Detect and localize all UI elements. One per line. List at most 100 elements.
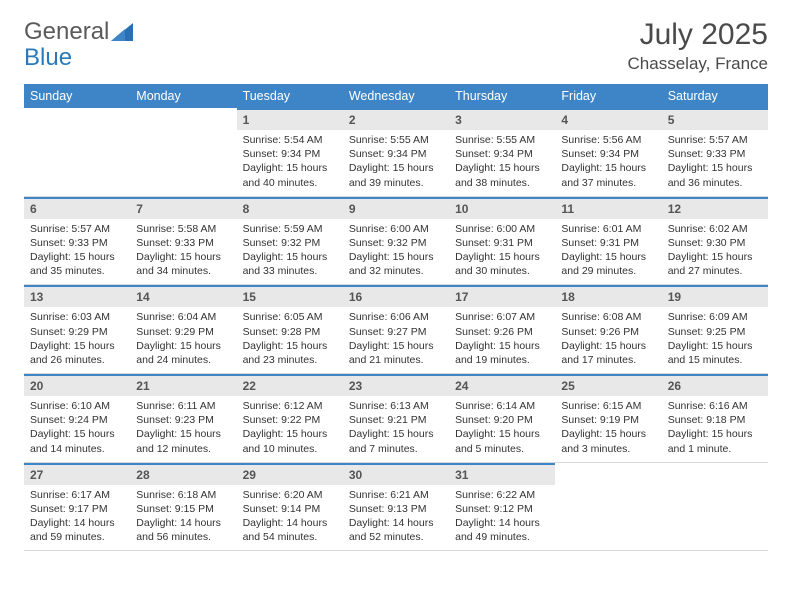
- sunrise-text: Sunrise: 6:17 AM: [30, 488, 124, 502]
- day-number: 22: [237, 374, 343, 396]
- day-number: 11: [555, 197, 661, 219]
- day-number: 31: [449, 463, 555, 485]
- sunset-text: Sunset: 9:32 PM: [349, 236, 443, 250]
- sunset-text: Sunset: 9:26 PM: [561, 325, 655, 339]
- sunset-text: Sunset: 9:31 PM: [455, 236, 549, 250]
- sunset-text: Sunset: 9:32 PM: [243, 236, 337, 250]
- dow-sunday: Sunday: [24, 84, 130, 108]
- sunrise-text: Sunrise: 6:00 AM: [455, 222, 549, 236]
- day-body: Sunrise: 6:05 AMSunset: 9:28 PMDaylight:…: [237, 307, 343, 373]
- daylight-text: Daylight: 15 hours and 14 minutes.: [30, 427, 124, 455]
- sunset-text: Sunset: 9:31 PM: [561, 236, 655, 250]
- daylight-text: Daylight: 15 hours and 10 minutes.: [243, 427, 337, 455]
- sunset-text: Sunset: 9:20 PM: [455, 413, 549, 427]
- sunrise-text: Sunrise: 6:04 AM: [136, 310, 230, 324]
- calendar-cell: 21Sunrise: 6:11 AMSunset: 9:23 PMDayligh…: [130, 374, 236, 463]
- day-body: Sunrise: 6:02 AMSunset: 9:30 PMDaylight:…: [662, 219, 768, 285]
- calendar-cell: 18Sunrise: 6:08 AMSunset: 9:26 PMDayligh…: [555, 285, 661, 374]
- brand-name-part2: Blue: [24, 44, 72, 72]
- sunset-text: Sunset: 9:33 PM: [136, 236, 230, 250]
- day-number: 25: [555, 374, 661, 396]
- calendar-cell: 15Sunrise: 6:05 AMSunset: 9:28 PMDayligh…: [237, 285, 343, 374]
- daylight-text: Daylight: 15 hours and 39 minutes.: [349, 161, 443, 189]
- sunset-text: Sunset: 9:29 PM: [136, 325, 230, 339]
- sunrise-text: Sunrise: 6:09 AM: [668, 310, 762, 324]
- daylight-text: Daylight: 15 hours and 12 minutes.: [136, 427, 230, 455]
- daylight-text: Daylight: 15 hours and 38 minutes.: [455, 161, 549, 189]
- day-body: Sunrise: 6:01 AMSunset: 9:31 PMDaylight:…: [555, 219, 661, 285]
- dow-wednesday: Wednesday: [343, 84, 449, 108]
- day-body: Sunrise: 6:14 AMSunset: 9:20 PMDaylight:…: [449, 396, 555, 462]
- calendar-week-row: 20Sunrise: 6:10 AMSunset: 9:24 PMDayligh…: [24, 374, 768, 463]
- sunrise-text: Sunrise: 6:10 AM: [30, 399, 124, 413]
- day-number: 28: [130, 463, 236, 485]
- calendar-week-row: 6Sunrise: 5:57 AMSunset: 9:33 PMDaylight…: [24, 196, 768, 285]
- location-label: Chasselay, France: [628, 54, 768, 74]
- sunset-text: Sunset: 9:22 PM: [243, 413, 337, 427]
- sunset-text: Sunset: 9:27 PM: [349, 325, 443, 339]
- calendar-cell: 24Sunrise: 6:14 AMSunset: 9:20 PMDayligh…: [449, 374, 555, 463]
- calendar-cell: 4Sunrise: 5:56 AMSunset: 9:34 PMDaylight…: [555, 108, 661, 196]
- day-number: 29: [237, 463, 343, 485]
- day-number: 30: [343, 463, 449, 485]
- sunrise-text: Sunrise: 6:16 AM: [668, 399, 762, 413]
- sunset-text: Sunset: 9:30 PM: [668, 236, 762, 250]
- sunset-text: Sunset: 9:14 PM: [243, 502, 337, 516]
- calendar-cell: 9Sunrise: 6:00 AMSunset: 9:32 PMDaylight…: [343, 196, 449, 285]
- day-number: 1: [237, 108, 343, 130]
- calendar-cell: 7Sunrise: 5:58 AMSunset: 9:33 PMDaylight…: [130, 196, 236, 285]
- calendar-cell: 27Sunrise: 6:17 AMSunset: 9:17 PMDayligh…: [24, 462, 130, 551]
- day-body: Sunrise: 6:18 AMSunset: 9:15 PMDaylight:…: [130, 485, 236, 551]
- sunrise-text: Sunrise: 5:57 AM: [30, 222, 124, 236]
- day-number: 14: [130, 285, 236, 307]
- sunrise-text: Sunrise: 6:01 AM: [561, 222, 655, 236]
- daylight-text: Daylight: 14 hours and 54 minutes.: [243, 516, 337, 544]
- sunset-text: Sunset: 9:17 PM: [30, 502, 124, 516]
- day-number: 4: [555, 108, 661, 130]
- day-body: Sunrise: 6:17 AMSunset: 9:17 PMDaylight:…: [24, 485, 130, 551]
- sunset-text: Sunset: 9:33 PM: [668, 147, 762, 161]
- day-number: 9: [343, 197, 449, 219]
- calendar-cell: 3Sunrise: 5:55 AMSunset: 9:34 PMDaylight…: [449, 108, 555, 196]
- day-body: Sunrise: 5:57 AMSunset: 9:33 PMDaylight:…: [662, 130, 768, 196]
- sunrise-text: Sunrise: 6:06 AM: [349, 310, 443, 324]
- sunset-text: Sunset: 9:24 PM: [30, 413, 124, 427]
- calendar-cell: 6Sunrise: 5:57 AMSunset: 9:33 PMDaylight…: [24, 196, 130, 285]
- daylight-text: Daylight: 15 hours and 32 minutes.: [349, 250, 443, 278]
- calendar-cell: 10Sunrise: 6:00 AMSunset: 9:31 PMDayligh…: [449, 196, 555, 285]
- daylight-text: Daylight: 15 hours and 33 minutes.: [243, 250, 337, 278]
- daylight-text: Daylight: 14 hours and 59 minutes.: [30, 516, 124, 544]
- sunset-text: Sunset: 9:33 PM: [30, 236, 124, 250]
- sunset-text: Sunset: 9:29 PM: [30, 325, 124, 339]
- sunrise-text: Sunrise: 5:54 AM: [243, 133, 337, 147]
- day-body: Sunrise: 5:59 AMSunset: 9:32 PMDaylight:…: [237, 219, 343, 285]
- day-body: Sunrise: 6:08 AMSunset: 9:26 PMDaylight:…: [555, 307, 661, 373]
- calendar-cell: 8Sunrise: 5:59 AMSunset: 9:32 PMDaylight…: [237, 196, 343, 285]
- dow-thursday: Thursday: [449, 84, 555, 108]
- daylight-text: Daylight: 15 hours and 5 minutes.: [455, 427, 549, 455]
- sunrise-text: Sunrise: 5:55 AM: [455, 133, 549, 147]
- sunrise-text: Sunrise: 6:08 AM: [561, 310, 655, 324]
- calendar-cell: 22Sunrise: 6:12 AMSunset: 9:22 PMDayligh…: [237, 374, 343, 463]
- daylight-text: Daylight: 15 hours and 24 minutes.: [136, 339, 230, 367]
- calendar-week-row: 13Sunrise: 6:03 AMSunset: 9:29 PMDayligh…: [24, 285, 768, 374]
- day-number: 2: [343, 108, 449, 130]
- dow-saturday: Saturday: [662, 84, 768, 108]
- calendar-body: 1Sunrise: 5:54 AMSunset: 9:34 PMDaylight…: [24, 108, 768, 551]
- day-body: Sunrise: 6:21 AMSunset: 9:13 PMDaylight:…: [343, 485, 449, 551]
- calendar-header-row: Sunday Monday Tuesday Wednesday Thursday…: [24, 84, 768, 108]
- calendar-cell: 1Sunrise: 5:54 AMSunset: 9:34 PMDaylight…: [237, 108, 343, 196]
- day-body: Sunrise: 5:54 AMSunset: 9:34 PMDaylight:…: [237, 130, 343, 196]
- day-body: Sunrise: 6:13 AMSunset: 9:21 PMDaylight:…: [343, 396, 449, 462]
- day-body: Sunrise: 5:57 AMSunset: 9:33 PMDaylight:…: [24, 219, 130, 285]
- day-number: 3: [449, 108, 555, 130]
- day-number: 13: [24, 285, 130, 307]
- sunset-text: Sunset: 9:34 PM: [243, 147, 337, 161]
- day-body: Sunrise: 6:07 AMSunset: 9:26 PMDaylight:…: [449, 307, 555, 373]
- calendar-cell: 25Sunrise: 6:15 AMSunset: 9:19 PMDayligh…: [555, 374, 661, 463]
- calendar-cell: 14 Sunrise: 6:04 AMSunset: 9:29 PMDayligh…: [130, 285, 236, 374]
- daylight-text: Daylight: 15 hours and 36 minutes.: [668, 161, 762, 189]
- day-number: 19: [662, 285, 768, 307]
- day-number: 23: [343, 374, 449, 396]
- daylight-text: Daylight: 15 hours and 21 minutes.: [349, 339, 443, 367]
